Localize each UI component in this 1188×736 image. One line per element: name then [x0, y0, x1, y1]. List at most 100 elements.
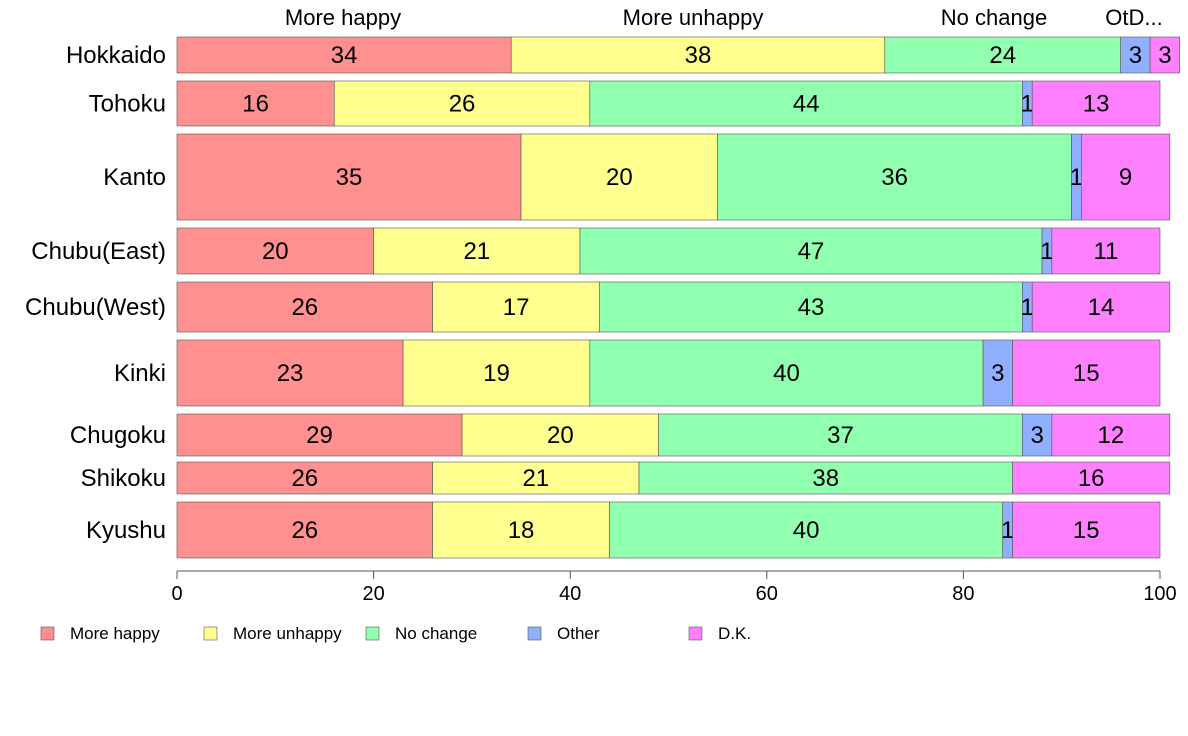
x-tick-label: 80	[952, 583, 974, 605]
data-label: 1	[1040, 238, 1053, 265]
bar-segment	[1051, 227, 1161, 275]
data-label: 37	[827, 422, 854, 449]
data-label: 23	[277, 360, 304, 387]
data-label: 15	[1073, 360, 1100, 387]
bar-segment	[579, 227, 1043, 275]
legend-swatch	[203, 626, 218, 641]
data-label: 38	[812, 465, 839, 492]
column-header: More unhappy	[623, 5, 764, 30]
legend-swatch	[527, 626, 542, 641]
bar-segment	[510, 36, 886, 74]
data-label: 44	[793, 91, 820, 118]
category-label: Chubu(East)	[31, 238, 166, 265]
bar-segment	[432, 461, 640, 495]
x-axis: 0 20 40 60 80 100	[171, 570, 1177, 605]
bar-segment	[1012, 501, 1161, 559]
bar-segment	[1012, 339, 1161, 407]
x-tick-label: 0	[171, 583, 182, 605]
data-label: 18	[508, 517, 535, 544]
bar-segment	[609, 501, 1004, 559]
bar-segment	[884, 36, 1121, 74]
category-label: Hokkaido	[66, 42, 166, 69]
data-label: 26	[449, 91, 476, 118]
data-label: 16	[242, 91, 269, 118]
data-label: 1	[1021, 294, 1034, 321]
category-label: Tohoku	[89, 91, 166, 118]
bar-segment	[599, 281, 1023, 333]
legend-label: More happy	[70, 624, 160, 643]
bar-segment	[176, 36, 512, 74]
bar-segment	[1031, 80, 1161, 127]
legend: More happy More unhappy No change Other D.K.	[40, 624, 751, 643]
x-tick-label: 100	[1143, 583, 1176, 605]
bar-segment	[176, 227, 374, 275]
legend-label: Other	[557, 624, 600, 643]
data-label: 29	[306, 422, 333, 449]
category-label: Kinki	[114, 360, 166, 387]
data-label: 3	[1030, 422, 1043, 449]
data-label: 3	[1158, 42, 1171, 69]
category-label: Chugoku	[70, 422, 166, 449]
category-label: Kyushu	[86, 517, 166, 544]
bar-segment	[1022, 413, 1053, 457]
data-label: 36	[881, 164, 908, 191]
data-label: 20	[547, 422, 574, 449]
data-label: 40	[793, 517, 820, 544]
bar-segment	[176, 339, 404, 407]
legend-swatch	[40, 626, 55, 641]
data-label: 16	[1078, 465, 1105, 492]
data-label: 20	[262, 238, 289, 265]
bar-segment	[1149, 36, 1180, 74]
column-header: No change	[941, 5, 1047, 30]
bar-segment	[520, 133, 718, 221]
bar-segment	[1012, 461, 1171, 495]
bar-segment	[589, 80, 1023, 127]
bar-segment	[176, 281, 433, 333]
bar-segment	[1081, 133, 1171, 221]
bar-segment	[176, 501, 433, 559]
category-label: Kanto	[103, 164, 166, 191]
data-label: 34	[331, 42, 358, 69]
x-tick-label: 60	[756, 583, 778, 605]
data-label: 24	[989, 42, 1016, 69]
bar-segment	[176, 461, 433, 495]
x-tick-label: 40	[559, 583, 581, 605]
data-label: 47	[798, 238, 825, 265]
bar-segment	[717, 133, 1072, 221]
bar-segment	[176, 413, 463, 457]
category-label: Chubu(West)	[25, 294, 166, 321]
data-label: 1	[1001, 517, 1014, 544]
data-label: 40	[773, 360, 800, 387]
category-labels: Hokkaido Tohoku Kanto Chubu(East) Chubu(West…	[25, 42, 166, 544]
data-label: 13	[1083, 91, 1110, 118]
data-label: 26	[291, 517, 318, 544]
legend-label: D.K.	[718, 624, 751, 643]
data-label: 15	[1073, 517, 1100, 544]
category-label: Shikoku	[81, 465, 166, 492]
data-label: 17	[503, 294, 530, 321]
column-header: More happy	[285, 5, 401, 30]
data-label: 1	[1070, 164, 1083, 191]
bar-segment	[589, 339, 984, 407]
bar-segment	[1051, 413, 1171, 457]
bar-segment	[638, 461, 1013, 495]
x-tick-label: 20	[362, 583, 384, 605]
data-label: 20	[606, 164, 633, 191]
bar-segment	[1031, 281, 1171, 333]
bar-segment	[432, 501, 610, 559]
bar-segment	[982, 339, 1013, 407]
legend-label: No change	[395, 624, 477, 643]
data-label: 3	[1129, 42, 1142, 69]
data-label: 14	[1088, 294, 1115, 321]
data-label: 21	[463, 238, 490, 265]
column-header: OtD...	[1105, 5, 1162, 30]
data-label: 1	[1021, 91, 1034, 118]
data-label: 26	[291, 465, 318, 492]
bar-segment	[333, 80, 591, 127]
data-label: 9	[1119, 164, 1132, 191]
bar-segment	[402, 339, 591, 407]
data-label: 3	[991, 360, 1004, 387]
data-label: 19	[483, 360, 510, 387]
